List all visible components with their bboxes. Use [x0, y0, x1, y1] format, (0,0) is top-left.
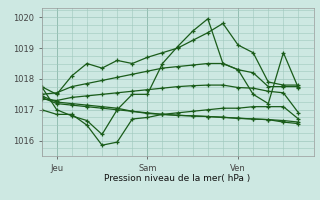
X-axis label: Pression niveau de la mer( hPa ): Pression niveau de la mer( hPa ) — [104, 174, 251, 183]
